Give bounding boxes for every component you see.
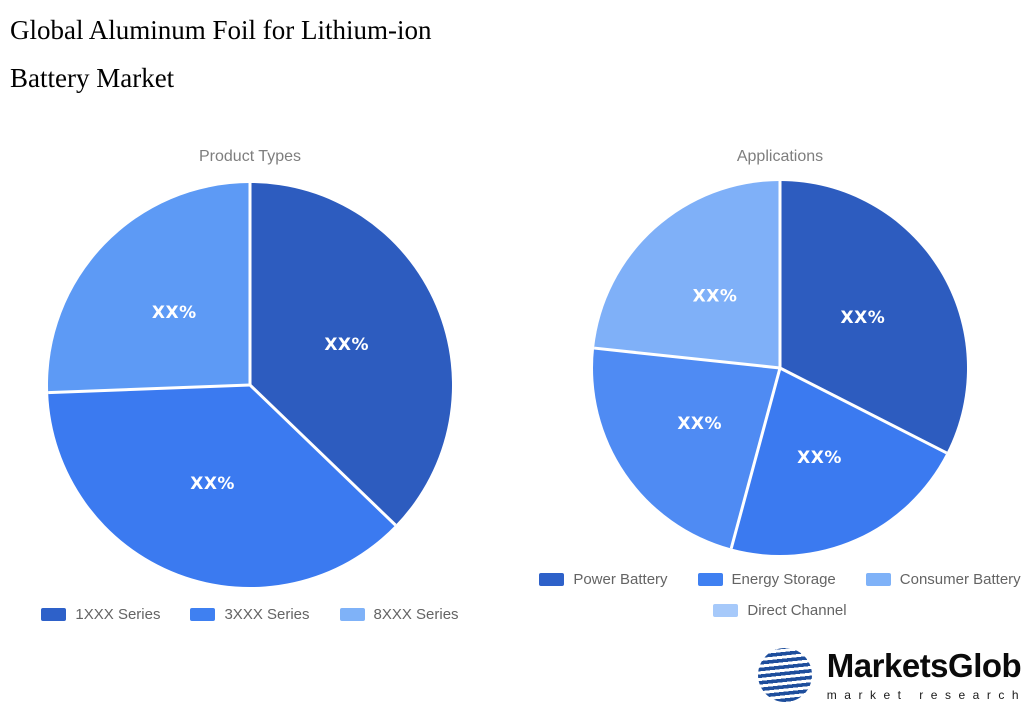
legend-label: 3XXX Series: [224, 606, 310, 623]
slice-label-3xxx-series: XX%: [190, 474, 235, 494]
brand-tagline: market research: [826, 688, 1026, 702]
page-title: Global Aluminum Foil for Lithium-ion Batt…: [10, 6, 432, 102]
pie-chart-applications: XX% XX% XX% XX%: [593, 181, 968, 556]
legend-label: Consumer Battery: [899, 571, 1021, 588]
chart-title-product-types: Product Types: [199, 148, 301, 165]
legend-item-consumer-battery[interactable]: Consumer Battery: [865, 571, 1021, 588]
legend-label: 8XXX Series: [373, 606, 459, 623]
brand-logo: MarketsGlob market research: [757, 647, 1026, 703]
legend-product-types: 1XXX Series 3XXX Series 8XXX Series: [0, 606, 500, 623]
legend-label: 1XXX Series: [75, 606, 161, 623]
logo-text: MarketsGlob market research: [826, 647, 1026, 703]
legend-swatch-icon: [41, 608, 67, 621]
slice-label-energy-storage: XX%: [797, 448, 842, 468]
legend-swatch-icon: [190, 608, 216, 621]
pie-slice-8xxx-series[interactable]: [47, 183, 251, 393]
legend-item-3xxx-series[interactable]: 3XXX Series: [190, 606, 310, 623]
pie-slice-energy-storage[interactable]: [731, 368, 947, 556]
legend-swatch-icon: [539, 573, 565, 586]
legend-row: Power Battery Energy Storage Consumer Batt…: [539, 571, 1021, 588]
slice-separator: [593, 346, 781, 370]
slice-separator: [248, 383, 397, 527]
pie-chart-product-types: XX% XX% XX%: [47, 183, 452, 588]
slice-label-8xxx-series: XX%: [152, 303, 197, 323]
slice-label-direct-channel: XX%: [693, 287, 738, 307]
pie-slice-3xxx-series[interactable]: [48, 385, 396, 588]
legend-row: 1XXX Series 3XXX Series 8XXX Series: [41, 606, 459, 623]
page-title-line2: Battery Market: [10, 63, 175, 93]
slice-label-power-battery: XX%: [841, 308, 886, 328]
legend-applications: Power Battery Energy Storage Consumer Batt…: [530, 571, 1030, 619]
legend-item-8xxx-series[interactable]: 8XXX Series: [339, 606, 459, 623]
page-title-line1: Global Aluminum Foil for Lithium-ion: [10, 15, 432, 45]
slice-separator: [729, 367, 782, 549]
legend-label: Power Battery: [573, 571, 668, 588]
legend-label: Energy Storage: [731, 571, 836, 588]
chart-title-applications: Applications: [736, 148, 824, 165]
slice-label-1xxx-series: XX%: [324, 335, 369, 355]
pie-slice-1xxx-series[interactable]: [250, 183, 452, 526]
legend-item-direct-channel[interactable]: Direct Channel: [713, 602, 847, 619]
legend-item-energy-storage[interactable]: Energy Storage: [697, 571, 836, 588]
brand-name: MarketsGlob: [826, 647, 1022, 684]
slice-label-consumer-battery: XX%: [677, 414, 722, 434]
legend-swatch-icon: [713, 604, 739, 617]
legend-row: Direct Channel: [713, 602, 847, 619]
legend-swatch-icon: [697, 573, 723, 586]
legend-swatch-icon: [865, 573, 891, 586]
legend-item-1xxx-series[interactable]: 1XXX Series: [41, 606, 160, 623]
legend-item-power-battery[interactable]: Power Battery: [539, 571, 668, 588]
legend-label: Direct Channel: [747, 602, 847, 619]
slice-separator: [779, 366, 948, 455]
pie-slice-power-battery[interactable]: [780, 181, 968, 453]
pie-slice-direct-channel[interactable]: [594, 181, 780, 368]
slice-separator: [48, 383, 251, 395]
globe-icon: [757, 648, 812, 702]
pie-slice-consumer-battery[interactable]: [593, 348, 780, 549]
legend-swatch-icon: [339, 608, 365, 621]
